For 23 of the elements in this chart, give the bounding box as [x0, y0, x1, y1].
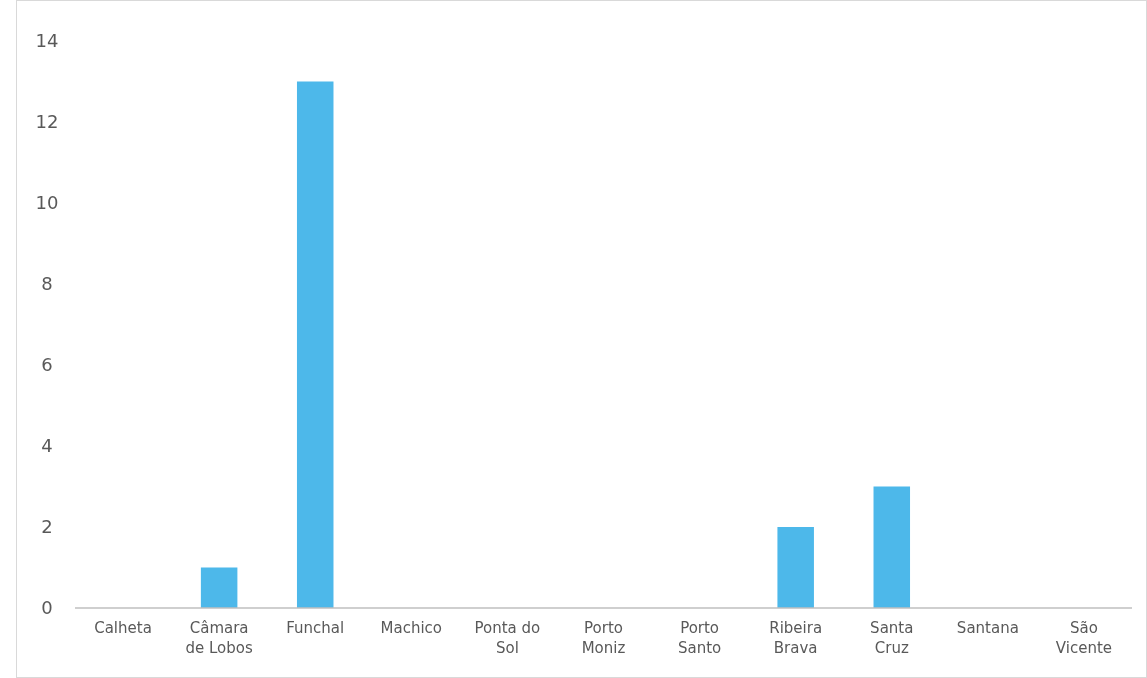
x-tick-label: Porto Moniz [581, 619, 626, 657]
y-tick-label: 2 [41, 516, 53, 538]
y-tick-label: 0 [41, 597, 53, 619]
y-tick-label: 6 [41, 354, 53, 376]
x-tick-label: Funchal [286, 619, 345, 637]
x-tick-label: Ponta do Sol [474, 619, 541, 657]
x-tick-label: Machico [380, 619, 443, 637]
bar [777, 527, 814, 608]
x-tick-label: Calheta [94, 619, 152, 637]
x-tick-label: Câmara de Lobos [185, 619, 253, 657]
bar [873, 486, 911, 608]
x-tick-label: Santa Cruz [870, 619, 914, 657]
y-tick-label: 10 [35, 192, 59, 214]
x-tick-label: Ribeira Brava [769, 619, 823, 657]
x-tick-label: São Vicente [1055, 619, 1113, 657]
y-tick-label: 4 [41, 435, 53, 457]
bar [200, 567, 238, 608]
x-tick-label: Porto Santo [677, 619, 722, 657]
x-tick-label: Santana [956, 619, 1019, 637]
y-tick-label: 8 [41, 273, 53, 295]
y-tick-label: 14 [35, 30, 59, 52]
bar [296, 81, 334, 608]
y-tick-label: 12 [35, 111, 59, 133]
